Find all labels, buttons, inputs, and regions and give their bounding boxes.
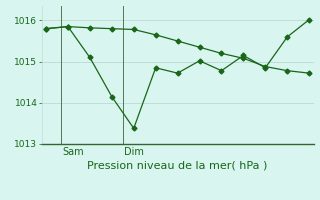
X-axis label: Pression niveau de la mer( hPa ): Pression niveau de la mer( hPa ) — [87, 161, 268, 171]
Text: Sam: Sam — [62, 147, 84, 157]
Text: Dim: Dim — [124, 147, 144, 157]
